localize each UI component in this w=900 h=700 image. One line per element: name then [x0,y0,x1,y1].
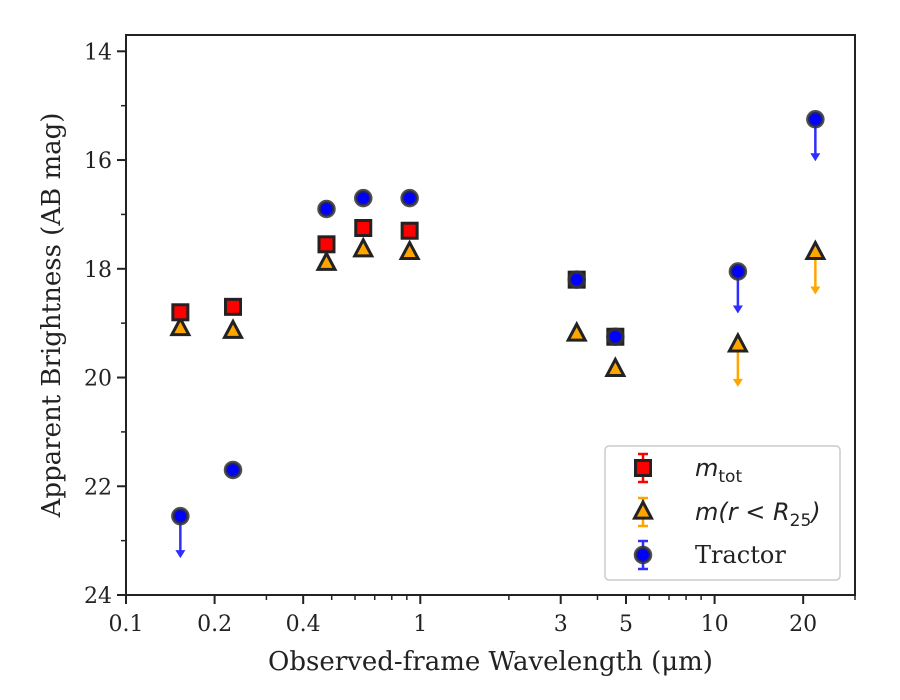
x-tick-label-4: 3 [554,612,568,637]
y-tick-label-0: 14 [84,40,112,65]
legend-marker-circle [633,545,653,565]
x-tick-label-5: 5 [619,612,633,637]
y-tick-label-3: 20 [84,367,112,392]
y-tick-label-5: 24 [84,584,112,609]
legend-label-2: Tractor [695,541,786,569]
x-tick-label-0: 0.1 [109,612,144,637]
legend-label-0: mtot [695,454,742,487]
axes: 14 16 18 20 22 24 0.1 0.2 0.4 1 3 5 10 20 Observed-fra… [37,34,856,677]
data-point-circle-4 [400,188,419,208]
data-point-square-2 [317,235,336,254]
limit-arrow-head [732,305,743,314]
data-point-square-3 [354,219,373,238]
data-point-triangle-2 [315,250,338,271]
data-point-triangle-0 [169,315,192,337]
data-point-triangle-8 [804,239,827,261]
x-tick-label-6: 10 [701,612,729,637]
data-point-circle-8 [806,110,825,129]
x-tick-label-2: 0.4 [286,612,321,637]
data-point-circle-3 [354,188,373,208]
data-point-square-0 [171,303,190,322]
legend-label-1: m(r < R25) [695,498,821,531]
y-tick-label-2: 18 [84,258,112,283]
data-point-circle-0 [171,506,190,526]
data-point-square-1 [224,297,243,316]
data-point-triangle-7 [726,331,749,353]
data-point-triangle-1 [222,318,245,339]
y-tick-label-4: 22 [84,475,112,500]
plot-area [169,110,827,559]
data-point-triangle-3 [352,236,375,258]
axes-frame [125,34,856,596]
legend: mtot m(r < R25) Tractor [604,445,841,581]
data-point-triangle-5 [565,320,588,342]
x-tick-label-7: 20 [789,612,817,637]
data-point-circle-5 [567,270,586,289]
data-point-circle-6 [606,327,625,346]
limit-arrow-head [810,153,821,162]
y-axis-label: Apparent Brightness (AB mag) [37,113,67,519]
limit-arrow-head [732,378,743,387]
data-point-triangle-4 [398,239,421,261]
data-point-circle-2 [317,199,336,219]
limit-arrow-head [175,550,186,559]
legend-marker-square [634,459,652,477]
legend-box [604,445,841,581]
data-point-triangle-6 [604,356,627,377]
x-tick-label-3: 1 [413,612,427,637]
x-tick-label-1: 0.2 [197,612,232,637]
y-tick-label-1: 16 [84,149,112,174]
data-point-circle-1 [223,460,243,480]
x-axis-label: Observed-frame Wavelength (μm) [268,647,713,677]
legend-marker-triangle [632,498,654,520]
data-point-circle-7 [728,262,748,281]
data-point-square-4 [400,221,419,240]
limit-arrow-head [810,286,821,295]
